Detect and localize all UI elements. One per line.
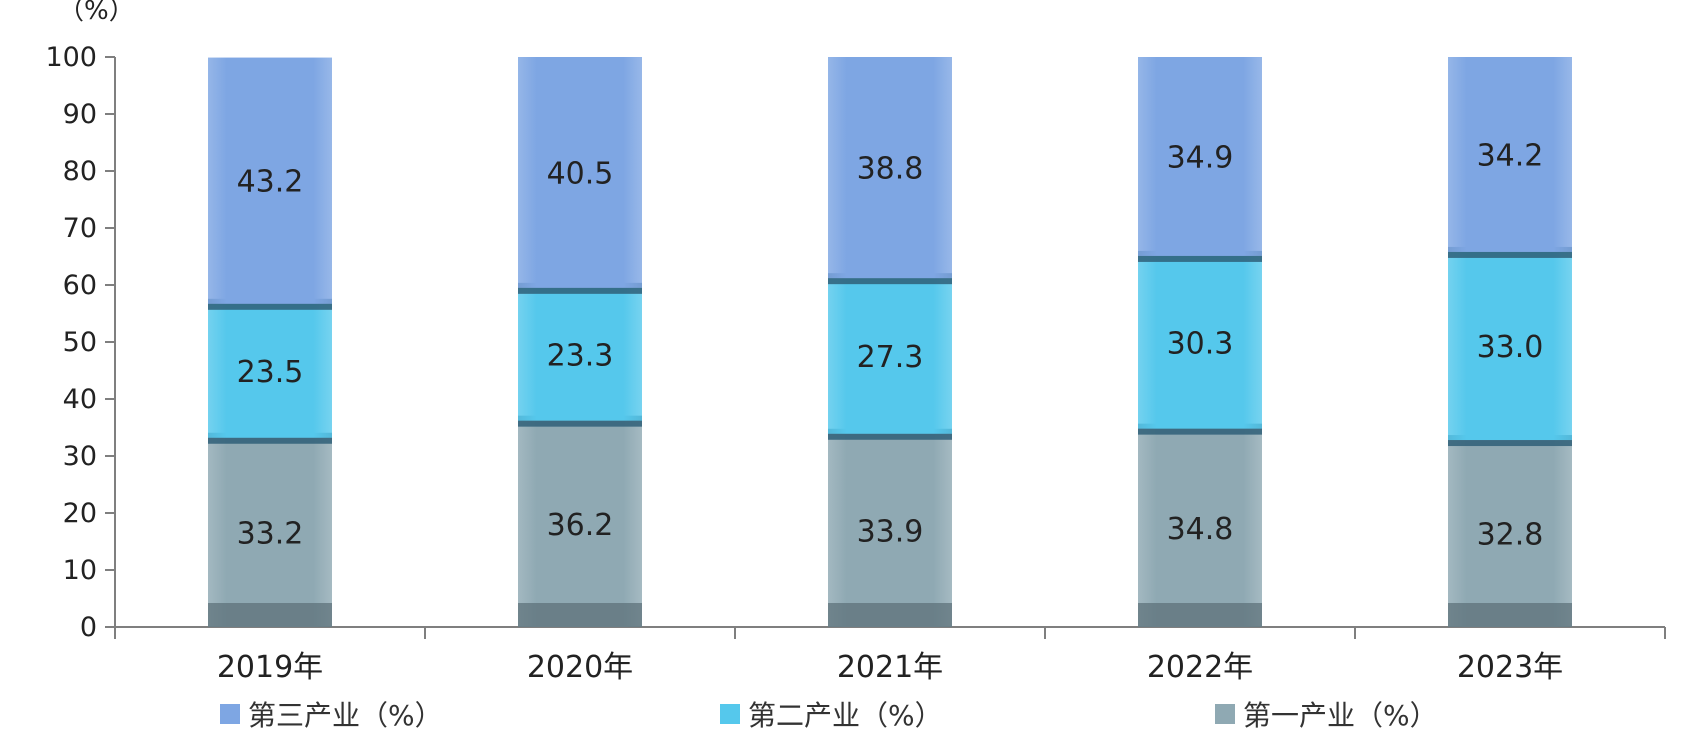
bar-segment [1448, 251, 1572, 441]
legend-item: 第一产业（%） [1215, 694, 1438, 734]
x-category-label: 2022年 [1147, 650, 1253, 685]
bar-segment [208, 437, 332, 627]
bar-segment [828, 433, 952, 627]
bar-segment [518, 287, 642, 421]
x-category-label: 2023年 [1457, 650, 1563, 685]
bar-separator [518, 415, 642, 427]
bar-stack-2021年: 33.9 27.3 38.8 [828, 57, 952, 627]
bar-segment [828, 278, 952, 434]
bar-base [518, 603, 642, 627]
bar-stack-2023年: 32.8 33.0 34.2 [1448, 57, 1572, 627]
bar-base [208, 603, 332, 627]
legend-item: 第二产业（%） [720, 694, 943, 734]
data-label: 30.3 [1167, 326, 1234, 361]
data-label: 34.2 [1477, 138, 1544, 173]
x-category-label: 2019年 [217, 650, 323, 685]
bar-separator [518, 282, 642, 294]
bar-segment [1138, 255, 1262, 429]
legend-label: 第三产业（%） [248, 699, 443, 732]
bar-segment [1138, 57, 1262, 256]
bar-base [828, 603, 952, 627]
y-tick-label: 10 [63, 555, 97, 586]
bar-segment [208, 303, 332, 438]
y-tick-label: 90 [63, 99, 97, 130]
data-label: 33.2 [237, 516, 304, 551]
x-category-label: 2021年 [837, 650, 943, 685]
bar-separator [1448, 435, 1572, 447]
data-label: 38.8 [857, 152, 924, 187]
y-tick-label: 0 [80, 612, 97, 643]
y-tick-label: 50 [63, 327, 97, 358]
legend-label: 第二产业（%） [748, 699, 943, 732]
y-tick-label: 20 [63, 498, 97, 529]
data-label: 23.5 [237, 355, 304, 390]
x-category-label: 2020年 [527, 650, 633, 685]
bar-separator [1138, 423, 1262, 435]
chart-legend: 第三产业（%） 第二产业（%） 第一产业（%） [0, 694, 1707, 734]
bar-separator [1448, 246, 1572, 258]
bar-separator [208, 298, 332, 310]
bar-stack-2020年: 36.2 23.3 40.5 [518, 57, 642, 627]
y-tick-label: 70 [63, 213, 97, 244]
data-label: 34.9 [1167, 140, 1234, 175]
data-label: 27.3 [857, 340, 924, 375]
legend-item: 第三产业（%） [220, 694, 443, 734]
bar-segment [1138, 428, 1262, 627]
legend-swatch [220, 704, 240, 724]
bar-separator [828, 273, 952, 285]
bar-base [1448, 603, 1572, 627]
bar-segment [1448, 440, 1572, 627]
y-tick-label: 40 [63, 384, 97, 415]
data-label: 32.8 [1477, 518, 1544, 553]
y-axis-unit-label: （%） [58, 0, 135, 26]
data-label: 33.9 [857, 514, 924, 549]
data-label: 40.5 [547, 156, 614, 191]
bar-segment [518, 420, 642, 627]
bar-segment [1448, 57, 1572, 252]
bar-base [1138, 603, 1262, 627]
bar-segment [518, 57, 642, 288]
bar-separator [1138, 250, 1262, 262]
bar-separator [828, 428, 952, 440]
legend-swatch [720, 704, 740, 724]
bar-segment [208, 57, 332, 304]
y-tick-label: 60 [63, 270, 97, 301]
data-label: 43.2 [237, 165, 304, 200]
data-label: 34.8 [1167, 512, 1234, 547]
bar-stack-2019年: 33.2 23.5 43.2 [208, 57, 332, 627]
legend-label: 第一产业（%） [1243, 699, 1438, 732]
y-tick-label: 80 [63, 156, 97, 187]
data-label: 36.2 [547, 508, 614, 543]
data-label: 23.3 [547, 338, 614, 373]
legend-swatch [1215, 704, 1235, 724]
y-tick-label: 30 [63, 441, 97, 472]
bar-separator [208, 432, 332, 444]
bar-segment [828, 57, 952, 279]
data-label: 33.0 [1477, 330, 1544, 365]
bar-stack-2022年: 34.8 30.3 34.9 [1138, 57, 1262, 627]
y-tick-label: 100 [45, 42, 97, 73]
